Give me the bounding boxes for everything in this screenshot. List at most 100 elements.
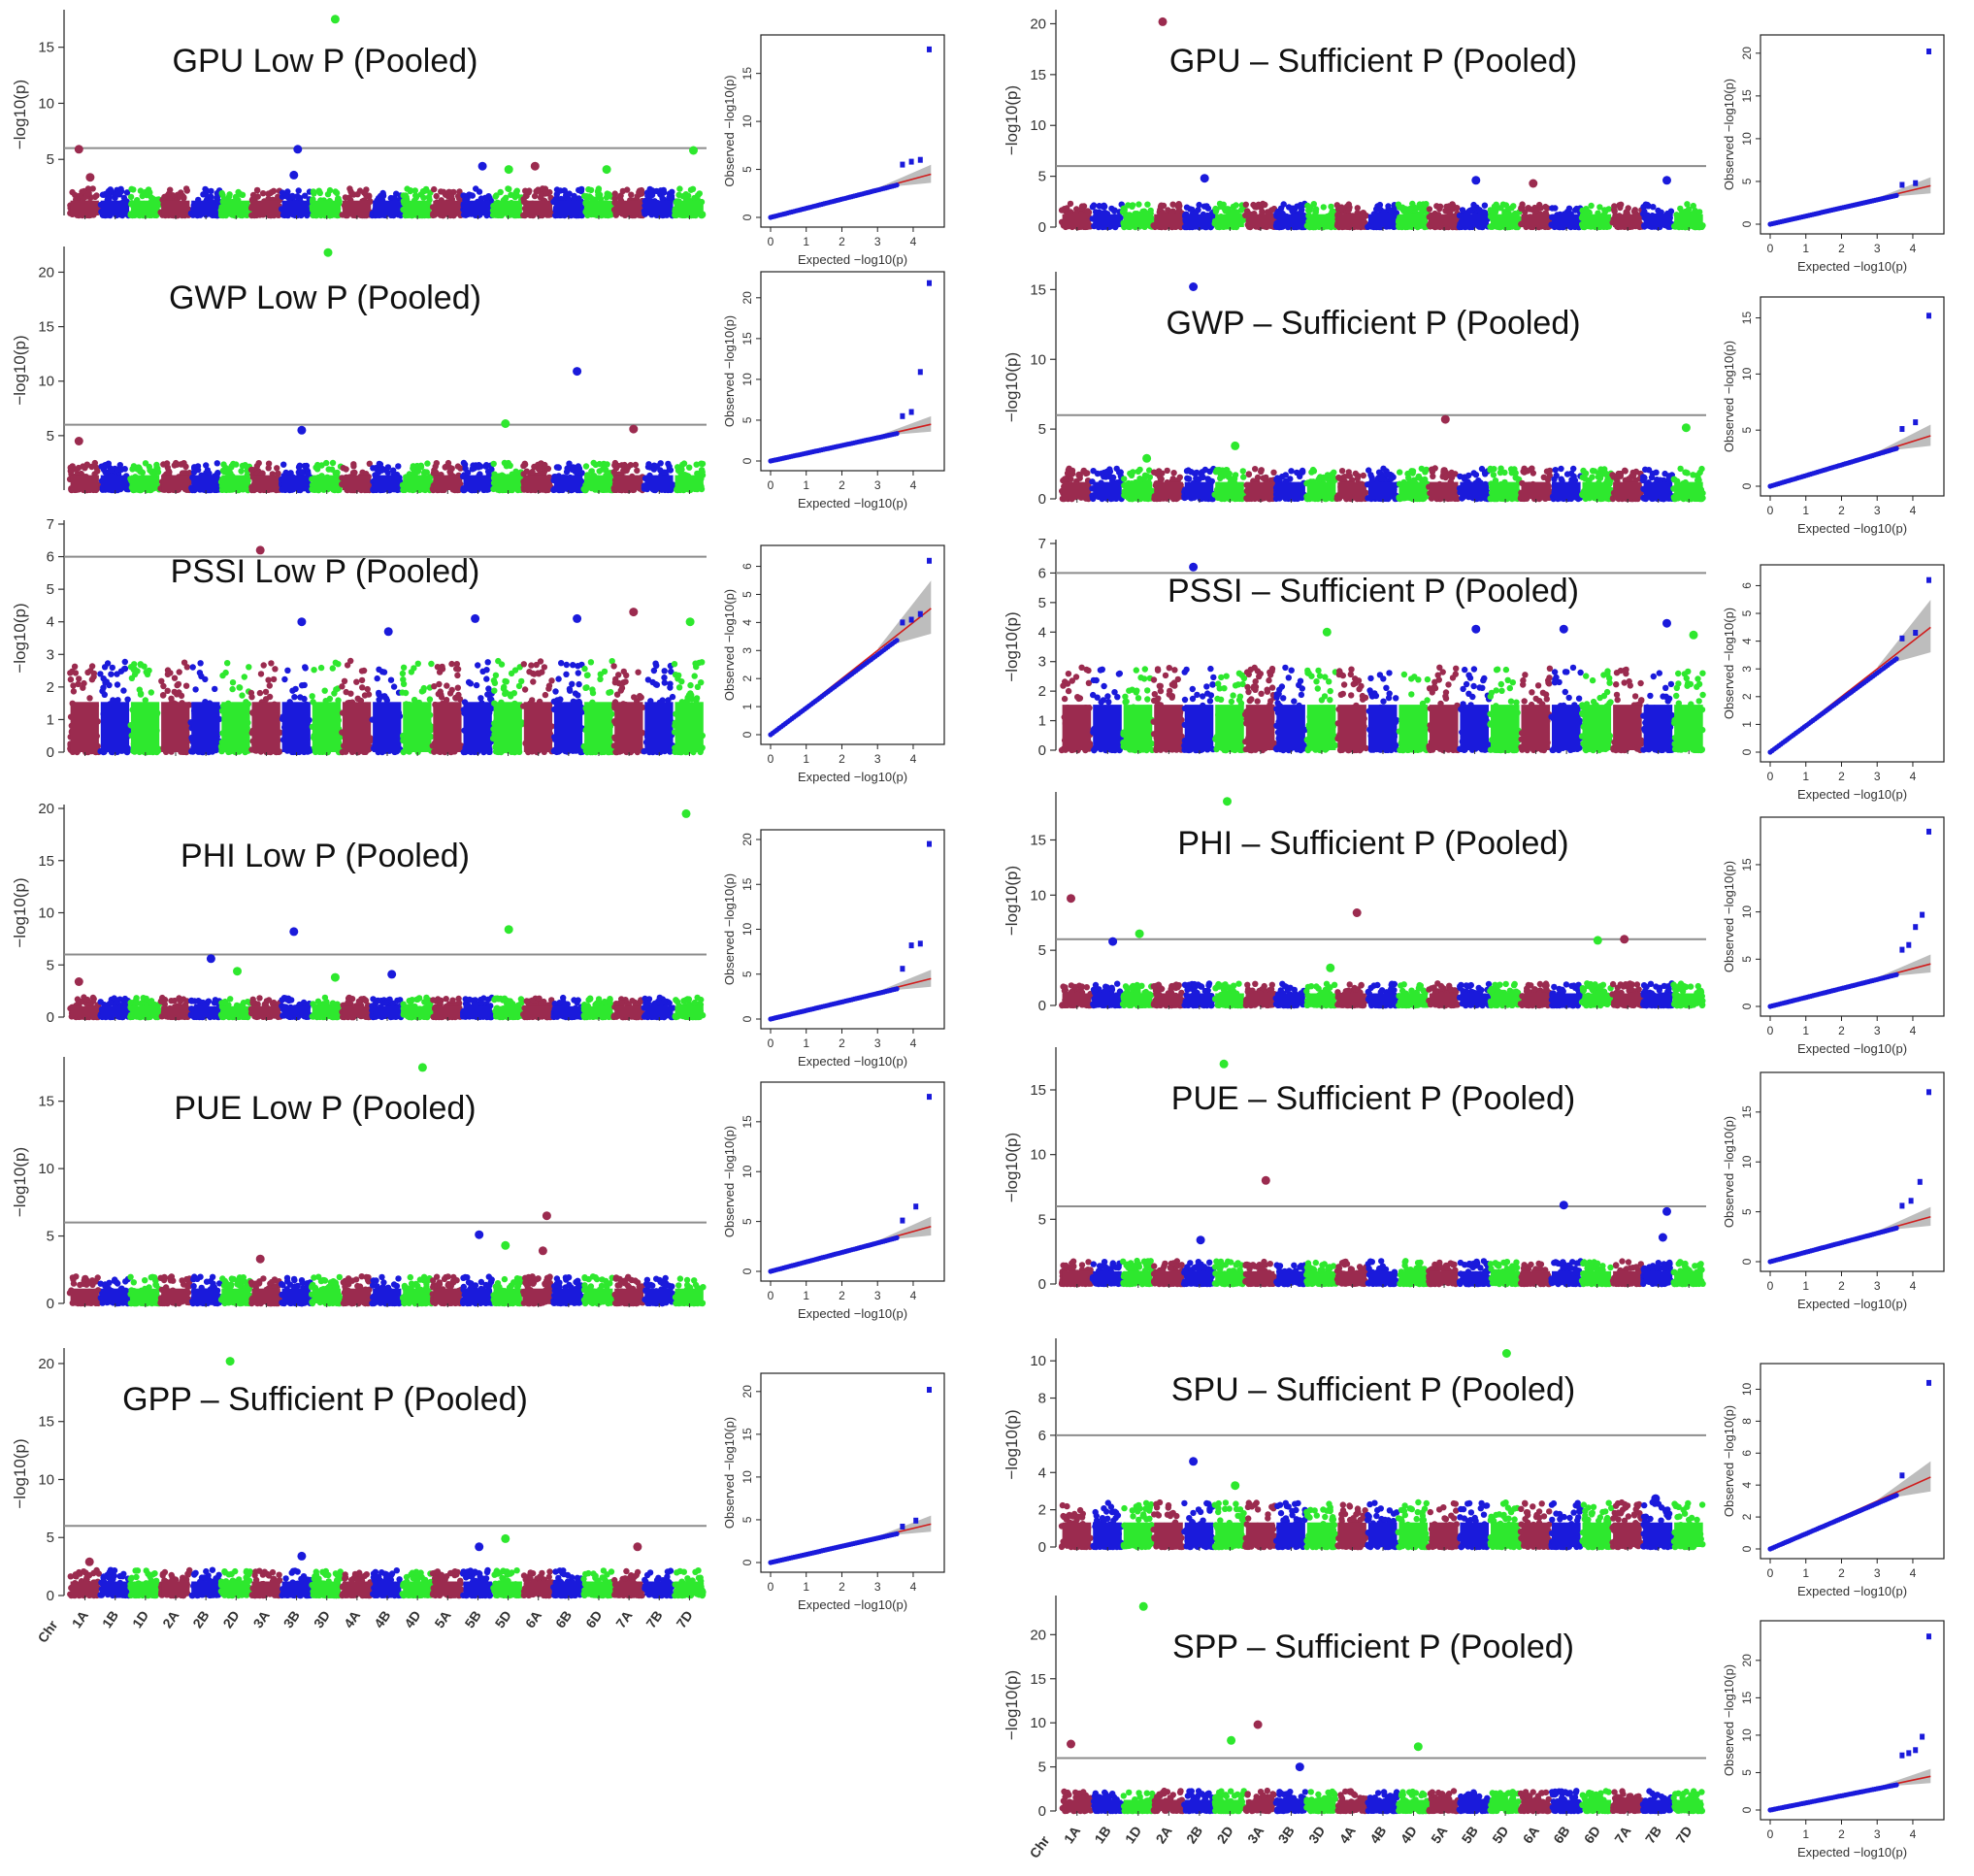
snp-point-5D	[512, 189, 519, 196]
snp-point-4D	[425, 193, 433, 201]
qq-x-tick-label: 0	[768, 752, 774, 766]
snp-band-1B	[100, 200, 130, 215]
snp-band-2A	[161, 475, 190, 490]
snp-point-5A	[444, 682, 450, 689]
snp-point-2A	[160, 682, 167, 690]
snp-point-3A	[266, 682, 273, 689]
snp-point-2A	[173, 459, 180, 467]
snp-point-1A	[94, 468, 101, 475]
snp-point-4A	[358, 668, 366, 675]
snp-point-5A	[454, 672, 461, 679]
snp-point-5A	[444, 459, 452, 467]
y-axis-label: −log10(p)	[11, 603, 29, 673]
y-tick-label: 10	[38, 905, 54, 922]
snp-point-5D	[491, 687, 498, 694]
snp-band-1D	[130, 702, 160, 752]
snp-band-7A	[614, 702, 643, 752]
peak-point-5B	[471, 613, 480, 623]
snp-point-3B	[284, 667, 291, 674]
panel-title: GPU Low P (Pooled)	[173, 43, 478, 80]
snp-point-5D	[490, 460, 497, 468]
snp-point-4D	[400, 664, 408, 671]
qq-y-tick-label: 15	[740, 67, 754, 81]
qq-x-tick-label: 3	[874, 752, 881, 766]
snp-point-4D	[410, 463, 416, 470]
snp-point-2B	[194, 463, 202, 470]
snp-point-7D	[674, 467, 682, 474]
qq-point	[894, 638, 900, 643]
snp-point-7A	[618, 684, 626, 692]
snp-band-5D	[493, 702, 522, 752]
qq-top-point	[917, 156, 923, 163]
snp-point-7B	[667, 680, 674, 687]
snp-point-6D	[587, 186, 595, 194]
snp-point-7A	[622, 678, 629, 685]
snp-point-1B	[123, 189, 131, 196]
snp-point-1D	[137, 187, 145, 194]
snp-point-1D	[153, 461, 160, 469]
snp-point-4A	[364, 685, 371, 693]
snp-point-3A	[274, 465, 280, 472]
snp-point-3D	[333, 189, 341, 197]
snp-band-3B	[281, 702, 311, 752]
snp-band-4A	[342, 475, 372, 490]
snp-point-2A	[163, 460, 171, 467]
snp-point-2A	[182, 463, 189, 470]
snp-point-3B	[301, 681, 308, 689]
qq-top-point	[900, 412, 905, 419]
snp-point-6A	[545, 682, 553, 689]
snp-point-2A	[182, 185, 190, 192]
snp-band-4B	[373, 702, 402, 752]
snp-point-5A	[440, 188, 447, 195]
snp-point-3A	[270, 675, 278, 683]
snp-band-7D	[674, 702, 704, 752]
snp-point-2A	[164, 667, 172, 674]
snp-point-4D	[407, 187, 413, 195]
snp-point-7A	[613, 691, 621, 698]
snp-point-5B	[475, 662, 481, 669]
peak-point-6A	[530, 161, 540, 171]
snp-band-5A	[433, 475, 462, 490]
snp-band-2A	[161, 200, 190, 215]
snp-point-1A	[85, 189, 92, 197]
snp-point-2D	[241, 674, 247, 680]
snp-point-2B	[197, 660, 204, 667]
snp-point-2A	[171, 675, 179, 681]
snp-point-1A	[69, 188, 76, 196]
snp-band-6D	[584, 200, 613, 215]
qq-top-point	[900, 161, 905, 168]
qq-y-tick-label: 5	[740, 591, 754, 598]
snp-point-4D	[399, 670, 407, 677]
snp-point-3B	[302, 192, 309, 199]
snp-point-4D	[400, 192, 407, 199]
snp-point-7D	[686, 464, 693, 471]
snp-point-3B	[281, 675, 288, 683]
snp-point-7D	[696, 190, 703, 197]
snp-points	[67, 185, 707, 219]
snp-point-6B	[575, 692, 581, 699]
snp-point-1D	[154, 467, 161, 474]
snp-point-5D	[505, 185, 511, 192]
qq-top-point	[908, 158, 914, 165]
snp-point-1D	[137, 662, 145, 669]
qq-point	[894, 182, 900, 188]
snp-point-5B	[460, 459, 468, 467]
y-tick-label: 4	[47, 614, 54, 631]
snp-point-6B	[563, 661, 570, 669]
snp-point-4A	[339, 683, 345, 690]
snp-band-6D	[584, 702, 613, 752]
snp-point-3A	[256, 689, 264, 697]
y-tick-label: 2	[47, 679, 54, 696]
snp-band-5B	[463, 702, 492, 752]
snp-point-4B	[381, 693, 388, 701]
snp-point-5A	[433, 192, 440, 200]
snp-points	[67, 994, 707, 1021]
snp-point-1D	[135, 464, 142, 471]
snp-point-7D	[699, 460, 707, 468]
qq-top-point	[917, 369, 923, 376]
snp-point-6A	[537, 658, 544, 665]
qq-x-tick-label: 4	[910, 478, 917, 492]
peak-point-1A	[85, 173, 95, 182]
